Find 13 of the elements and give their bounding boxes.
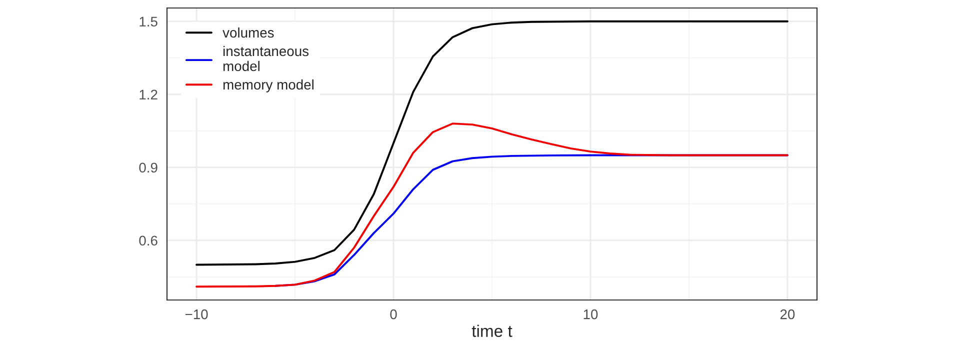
y-tick-label: 0.6 bbox=[139, 236, 158, 246]
x-tick-label: 20 bbox=[780, 309, 795, 320]
y-tick-label: 0.9 bbox=[139, 162, 158, 173]
y-tick-label: 1.2 bbox=[140, 90, 158, 100]
x-axis-title: time t bbox=[472, 324, 512, 337]
x-tick-label: 0 bbox=[390, 309, 397, 320]
line-series bbox=[196, 20, 788, 266]
legend-label: volumes bbox=[222, 27, 274, 38]
x-tick-label: 10 bbox=[584, 309, 598, 320]
legend-label: memory model bbox=[223, 79, 314, 92]
y-tick-label: 1.5 bbox=[140, 16, 158, 27]
line-series bbox=[196, 122, 788, 288]
x-tick-label: −10 bbox=[185, 309, 208, 320]
